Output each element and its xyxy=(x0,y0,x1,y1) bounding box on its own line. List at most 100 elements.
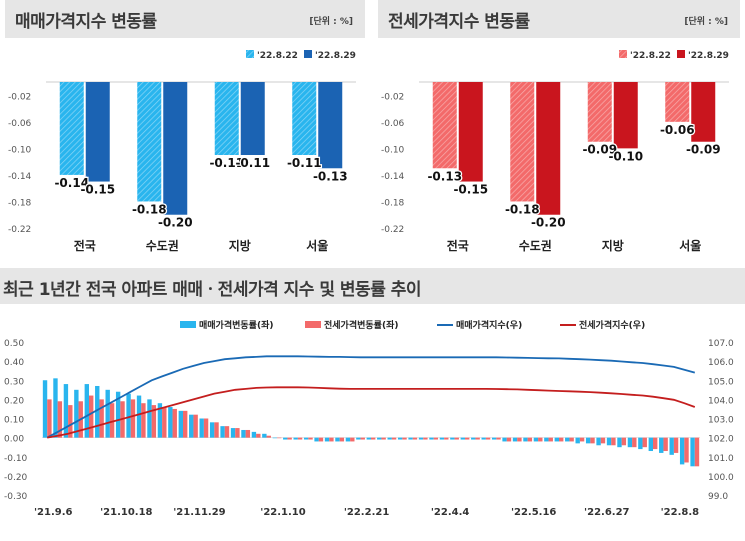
jeonse-value-label-prev: -0.06 xyxy=(660,123,695,137)
trend-sale-rate-bar xyxy=(397,437,403,440)
sale-ytick-label: -0.02 xyxy=(8,92,31,102)
trend-jeonse-rate-bar xyxy=(214,422,219,438)
trend-sale-rate-bar xyxy=(314,437,319,442)
sale-ytick-label: -0.14 xyxy=(8,172,32,182)
jeonse-bar-prev xyxy=(432,82,457,169)
jeonse-panel-header: 전세가격지수 변동률 [단위 : %] xyxy=(378,0,740,38)
trend-sale-rate-bar xyxy=(178,410,183,438)
trend-jeonse-rate-bar xyxy=(381,437,386,440)
trend-jeonse-rate-bar xyxy=(109,403,115,438)
trend-sale-rate-bar xyxy=(366,437,371,440)
trend-jeonse-rate-bar xyxy=(391,437,397,440)
trend-jeonse-rate-bar xyxy=(600,437,606,444)
trend-left-tick-label: 0.10 xyxy=(4,416,24,426)
trend-sale-rate-bar xyxy=(565,437,570,442)
jeonse-ytick-label: -0.10 xyxy=(381,145,405,155)
trend-sale-rate-bar xyxy=(439,437,445,440)
trend-left-tick-label: 0.00 xyxy=(4,435,24,445)
jeonse-bar-curr xyxy=(536,82,561,215)
sale-ytick-label: -0.10 xyxy=(8,145,32,155)
trend-sale-rate-bar xyxy=(502,437,507,442)
trend-sale-rate-bar xyxy=(491,437,497,440)
trend-sale-rate-bar xyxy=(220,426,225,438)
trend-sale-rate-bar xyxy=(335,437,340,442)
trend-jeonse-rate-bar xyxy=(454,437,459,440)
sale-ytick-label: -0.22 xyxy=(8,225,31,235)
trend-left-tick-label: 0.40 xyxy=(4,358,24,368)
jeonse-category-label: 서울 xyxy=(679,238,701,253)
trend-x-tick-label: '21.9.6 xyxy=(34,507,73,518)
trend-sale-rate-bar xyxy=(230,428,236,438)
trend-jeonse-rate-bar xyxy=(308,437,313,440)
trend-sale-rate-bar xyxy=(575,437,580,444)
jeonse-legend-swatch-curr xyxy=(677,50,685,58)
trend-jeonse-rate-bar xyxy=(224,426,230,438)
sale-bar-curr xyxy=(318,82,343,169)
jeonse-ytick-label: -0.02 xyxy=(381,92,404,102)
trend-jeonse-rate-bar xyxy=(402,437,407,440)
trend-legend-label: 매매가격변동률(좌) xyxy=(199,319,273,331)
trend-sale-rate-bar xyxy=(408,437,413,440)
sale-bar-prev xyxy=(214,82,239,155)
trend-sale-rate-bar xyxy=(251,431,257,438)
trend-jeonse-rate-bar xyxy=(496,437,501,440)
trend-jeonse-rate-bar xyxy=(663,437,668,452)
sale-panel-title: 매매가격지수 변동률 xyxy=(15,12,157,32)
trend-jeonse-rate-bar xyxy=(444,437,449,440)
sale-category-label: 지방 xyxy=(229,238,251,253)
trend-sale-rate-bar xyxy=(544,437,549,442)
trend-x-tick-label: '22.5.16 xyxy=(511,507,556,518)
jeonse-legend-label-prev: '22.8.22 xyxy=(630,51,671,61)
trend-jeonse-rate-bar xyxy=(245,429,251,438)
trend-jeonse-rate-bar xyxy=(47,399,52,438)
trend-jeonse-rate-bar xyxy=(579,437,585,442)
trend-jeonse-rate-bar xyxy=(256,433,261,438)
jeonse-category-label: 수도권 xyxy=(519,239,552,253)
trend-sale-rate-bar xyxy=(42,380,48,438)
jeonse-value-label-prev: -0.18 xyxy=(505,202,540,216)
sale-bar-prev xyxy=(292,82,317,155)
trend-left-tick-label: -0.10 xyxy=(4,454,28,464)
trend-sale-rate-bar xyxy=(262,433,267,438)
trend-sale-rate-bar xyxy=(324,437,330,442)
trend-jeonse-rate-bar xyxy=(329,437,334,442)
trend-x-tick-label: '22.6.27 xyxy=(584,507,629,518)
trend-sale-rate-bar xyxy=(303,437,309,440)
trend-jeonse-rate-bar xyxy=(68,405,73,438)
trend-jeonse-rate-bar xyxy=(538,437,543,442)
trend-legend-label: 전세가격지수(우) xyxy=(579,319,645,331)
sale-legend-label-curr: '22.8.29 xyxy=(315,51,356,61)
trend-right-tick-label: 106.0 xyxy=(708,358,734,368)
trend-jeonse-rate-bar xyxy=(193,414,198,438)
trend-sale-rate-bar xyxy=(84,384,89,438)
trend-jeonse-rate-bar xyxy=(684,437,689,463)
sale-value-label-curr: -0.15 xyxy=(80,183,115,197)
sale-value-label-prev: -0.14 xyxy=(54,176,89,190)
trend-x-tick-label: '22.2.21 xyxy=(344,507,389,518)
trend-jeonse-rate-bar xyxy=(433,437,439,440)
sale-legend-swatch-curr xyxy=(304,50,312,58)
trend-x-tick-label: '21.10.18 xyxy=(100,507,152,518)
sale-category-label: 서울 xyxy=(306,238,328,253)
trend-legend-label: 전세가격변동률(좌) xyxy=(324,319,398,331)
trend-sale-rate-bar xyxy=(147,399,152,438)
trend-sale-rate-bar xyxy=(136,395,142,438)
trend-sale-rate-bar xyxy=(533,437,539,442)
trend-right-tick-label: 105.0 xyxy=(708,377,734,387)
jeonse-value-label-curr: -0.10 xyxy=(608,149,643,163)
trend-jeonse-rate-bar xyxy=(371,437,376,440)
sale-category-label: 수도권 xyxy=(146,239,179,253)
jeonse-value-label-curr: -0.20 xyxy=(531,216,566,230)
sale-legend-swatch-prev xyxy=(246,50,254,58)
trend-jeonse-rate-bar xyxy=(517,437,522,442)
trend-jeonse-rate-bar xyxy=(266,435,271,438)
trend-jeonse-index-line xyxy=(47,386,696,439)
trend-sale-rate-bar xyxy=(596,437,601,446)
trend-panel-title: 최근 1년간 전국 아파트 매매ㆍ전세가격 지수 및 변동률 추이 xyxy=(3,280,422,300)
sale-panel-unit: [단위 : %] xyxy=(309,17,353,27)
trend-sale-rate-bar xyxy=(168,407,173,438)
trend-x-tick-label: '22.1.10 xyxy=(260,507,305,518)
jeonse-bar-curr xyxy=(458,82,483,182)
sale-value-label-prev: -0.18 xyxy=(132,202,167,216)
trend-right-tick-label: 99.0 xyxy=(708,492,728,502)
